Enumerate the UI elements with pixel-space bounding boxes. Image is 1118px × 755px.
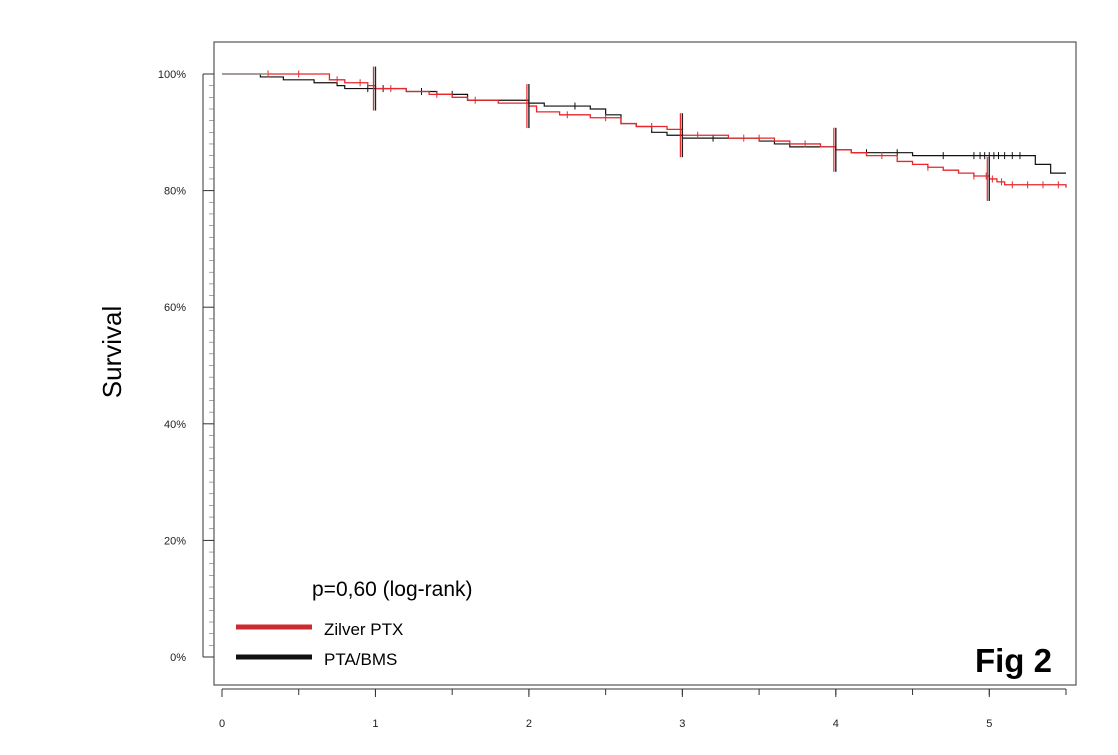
plot-frame [213, 41, 1077, 686]
x-tick-label: 4 [833, 718, 839, 730]
figure-label: Fig 2 [975, 642, 1052, 679]
y-tick-label: 40% [164, 419, 186, 431]
legend: Zilver PTX PTA/BMS [236, 620, 403, 669]
axes: 0% 20% 40% 60% 80% 100% 0 1 2 3 4 5 [158, 69, 1067, 730]
legend-label-zilver-ptx: Zilver PTX [324, 620, 403, 639]
series-layer [222, 66, 1067, 201]
y-tick-label: 20% [164, 535, 186, 547]
x-tick-label: 2 [526, 718, 532, 730]
legend-label-pta-bms: PTA/BMS [324, 650, 397, 669]
y-tick-label: 80% [164, 186, 186, 198]
y-tick-label: 100% [158, 69, 186, 81]
x-tick-label: 5 [986, 718, 992, 730]
x-tick-label: 3 [679, 718, 685, 730]
x-tick-label: 0 [219, 718, 225, 730]
y-axis-label: Survival [97, 306, 127, 398]
y-tick-label: 60% [164, 302, 186, 314]
series-line-zilver-ptx [222, 73, 1067, 188]
p-value-annotation: p=0,60 (log-rank) [312, 578, 473, 601]
y-tick-label: 0% [170, 652, 186, 664]
x-tick-label: 1 [372, 718, 378, 730]
